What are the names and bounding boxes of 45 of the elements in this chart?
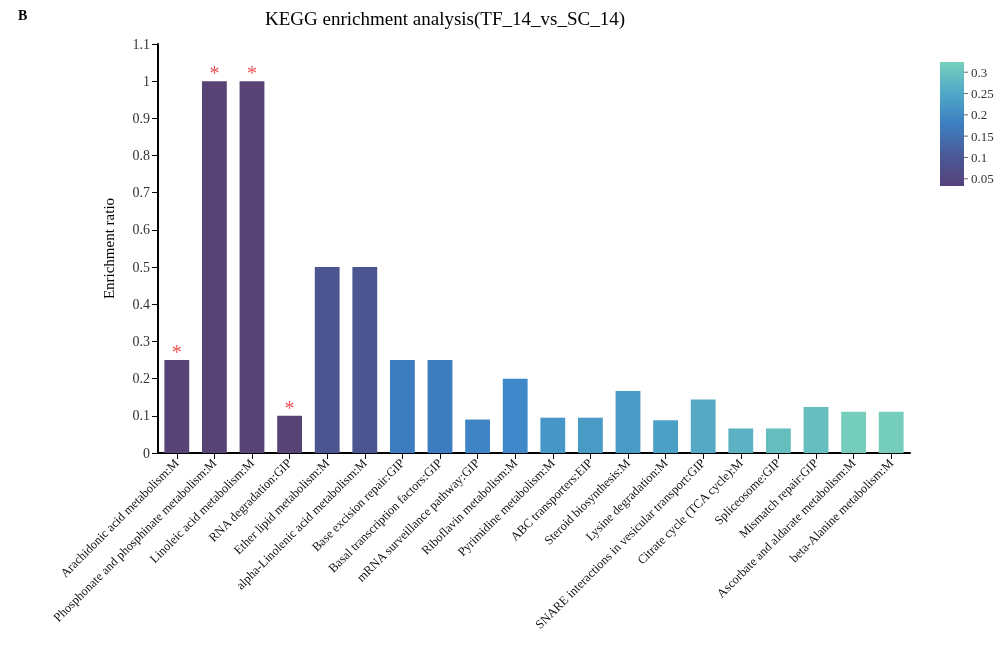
color-bar-label: 0.2 bbox=[971, 107, 988, 123]
y-tick-label: 0.1 bbox=[132, 408, 150, 424]
bar bbox=[352, 267, 378, 453]
y-tick-label: 0.9 bbox=[132, 110, 150, 126]
color-bar-label: 0.1 bbox=[971, 149, 988, 165]
annotation: * bbox=[171, 341, 182, 364]
y-tick-label: 0.7 bbox=[132, 185, 150, 201]
y-tick-label: 0.5 bbox=[132, 259, 150, 275]
annotation: * bbox=[284, 396, 295, 419]
bar bbox=[690, 399, 716, 453]
bar bbox=[502, 378, 528, 453]
y-tick-label: 0.3 bbox=[132, 333, 150, 349]
color-bar-label: 0.15 bbox=[971, 128, 994, 144]
y-axis-title: Enrichment ratio bbox=[100, 197, 117, 300]
bar bbox=[465, 419, 491, 453]
annotation: * bbox=[247, 62, 257, 85]
bar bbox=[728, 428, 754, 453]
bar bbox=[878, 411, 904, 453]
annotation: * bbox=[209, 62, 220, 85]
y-tick-label: 0.4 bbox=[132, 296, 150, 312]
text: B bbox=[18, 7, 28, 23]
bar bbox=[277, 415, 303, 453]
y-tick-label: 1.1 bbox=[132, 36, 150, 52]
y-tick-label: 1 bbox=[143, 73, 150, 89]
y-tick-label: 0.2 bbox=[132, 371, 150, 387]
bar bbox=[803, 406, 829, 453]
color-bar-label: 0.05 bbox=[971, 171, 994, 187]
bar bbox=[201, 81, 227, 453]
bar bbox=[577, 417, 603, 453]
bar bbox=[389, 360, 415, 453]
bar bbox=[314, 267, 340, 453]
bar bbox=[765, 428, 791, 453]
bar bbox=[239, 81, 265, 453]
y-tick-label: 0.8 bbox=[132, 148, 150, 164]
color-bar-label: 0.25 bbox=[971, 86, 994, 102]
y-tick-label: 0 bbox=[143, 445, 150, 461]
bar bbox=[540, 417, 566, 453]
bar bbox=[653, 420, 679, 453]
bar bbox=[427, 360, 453, 453]
color-bar-label: 0.3 bbox=[971, 64, 988, 80]
bar bbox=[164, 360, 190, 453]
bar bbox=[615, 390, 641, 453]
bar bbox=[841, 411, 867, 453]
chart-title: KEGG enrichment analysis(TF_14_vs_SC_14) bbox=[265, 8, 625, 30]
y-tick-label: 0.6 bbox=[132, 222, 150, 238]
